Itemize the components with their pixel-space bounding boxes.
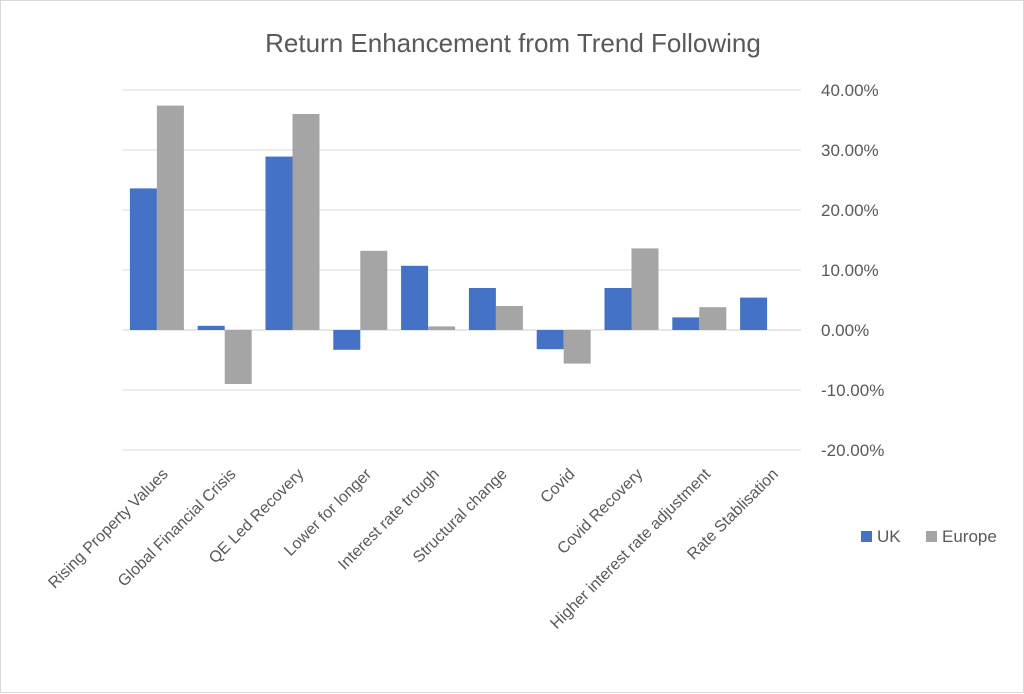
legend: UK Europe [861,527,997,546]
bar-europe [699,307,727,330]
bar-europe [156,105,184,330]
gridlines [123,89,801,451]
y-tick-label: 10.00% [821,261,879,280]
bar-europe [224,330,252,384]
bar-uk [740,297,768,330]
bar-uk [265,156,293,330]
legend-label-uk: UK [877,527,901,546]
bar-europe [631,248,659,330]
bar-uk [536,330,564,350]
bar-europe [428,326,456,330]
y-tick-label: 40.00% [821,81,879,100]
bar-uk [604,288,632,330]
legend-swatch-uk [861,531,872,542]
x-category-label: Covid [538,466,579,507]
bar-uk [197,325,225,330]
bar-uk [468,288,496,330]
y-tick-label: -20.00% [821,441,884,460]
x-category-label: Global Financial Crisis [115,466,240,591]
bar-europe [563,330,591,364]
y-tick-label: -10.00% [821,381,884,400]
chart-title: Return Enhancement from Trend Following [265,28,761,58]
y-tick-label: 0.00% [821,321,869,340]
bar-uk [333,330,361,350]
legend-label-europe: Europe [942,527,997,546]
bar-uk [401,265,429,330]
y-tick-label: 20.00% [821,201,879,220]
y-tick-label: 30.00% [821,141,879,160]
bar-europe [360,250,388,330]
bar-uk [672,317,700,330]
y-axis-labels: 40.00% 30.00% 20.00% 10.00% 0.00% -10.00% -20.… [821,81,884,460]
bar-uk [129,188,157,330]
x-category-label: Rising Property Values [45,466,171,592]
bar-europe [292,114,320,330]
bar-europe [495,306,523,330]
bars [129,105,768,384]
legend-swatch-europe [926,531,937,542]
